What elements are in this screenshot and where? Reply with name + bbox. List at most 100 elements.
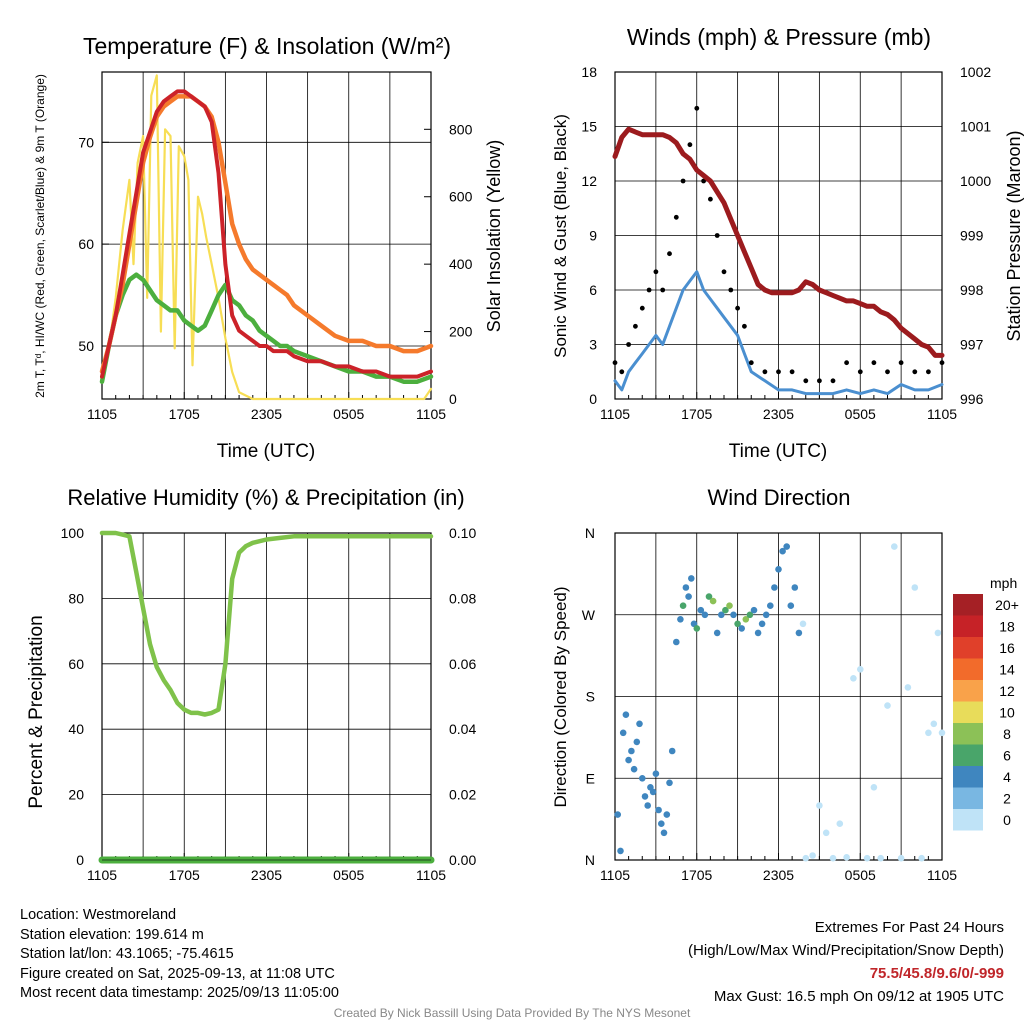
legend-swatch (953, 701, 983, 723)
y-right-tick-label: 0.04 (449, 721, 476, 737)
direction-point (614, 811, 621, 818)
y-right-tick-label: 1000 (960, 173, 991, 189)
legend-label: 12 (999, 683, 1015, 699)
winds-title: Winds (mph) & Pressure (mb) (627, 24, 931, 50)
direction-point (636, 720, 643, 728)
legend-label: 18 (999, 619, 1015, 635)
direction-point (628, 747, 635, 755)
gust-point (762, 369, 768, 375)
direction-point (750, 606, 758, 614)
legend-swatch (953, 615, 983, 637)
gust-point (742, 323, 747, 329)
direction-point (619, 729, 627, 737)
x-tick-label: 1105 (600, 867, 630, 883)
direction-tick-label: W (582, 607, 596, 623)
y-left-tick-label: 100 (61, 525, 85, 541)
direction-panel: 1105 1705 2305 0505 1105 Wind Direction N E S W N D… (551, 485, 957, 883)
y-left-tick-label: 80 (68, 590, 84, 606)
gust-point (830, 378, 836, 384)
y-left-tick-label: 0 (76, 852, 84, 868)
direction-point (644, 802, 651, 809)
direction-point (870, 784, 878, 791)
legend-title: mph (990, 575, 1017, 591)
x-tick-label: 0505 (333, 867, 364, 883)
y-right-tick-label: 400 (449, 256, 473, 272)
extremes-values: 75.5/45.8/9.6/0/-999 (869, 965, 1004, 982)
gust-point (871, 360, 877, 366)
gust-point (803, 378, 809, 384)
created-text: Figure created on Sat, 2025-09-13, at 11… (20, 965, 335, 982)
x-tick-label: 2305 (251, 867, 282, 883)
y-right-tick-label: 0.10 (449, 525, 476, 541)
gust-point (735, 305, 740, 311)
x-tick-label: 1705 (681, 867, 712, 883)
direction-title: Wind Direction (707, 485, 850, 510)
direction-point (679, 602, 687, 609)
direction-point (617, 847, 624, 855)
y-right-tick-label: 1001 (960, 119, 991, 135)
x-tick-label: 2305 (251, 406, 282, 422)
direction-point (857, 666, 864, 673)
y-left-tick-label: 9 (589, 228, 597, 244)
direction-point (918, 854, 925, 862)
sonic-wind-line (613, 270, 944, 396)
pressure-line (612, 126, 945, 358)
y-left-tick-label: 15 (581, 119, 597, 135)
x-tick-label: 1105 (416, 867, 446, 883)
y-right-tick-label: 996 (960, 391, 984, 407)
y-left-tick-label: 0 (589, 391, 597, 407)
dewpoint-line (99, 272, 434, 384)
legend-label: 10 (999, 705, 1015, 721)
rh-line (99, 530, 434, 717)
y-right-tick-label: 200 (449, 324, 473, 340)
direction-point (799, 620, 807, 628)
gust-point (701, 178, 706, 184)
y-right-tick-label: 1002 (960, 64, 991, 80)
elevation-text: Station elevation: 199.614 m (20, 926, 204, 943)
direction-point (688, 575, 695, 582)
gust-point (612, 360, 618, 366)
direction-tick-label: S (586, 689, 595, 705)
latlon-text: Station lat/lon: 43.1065; -75.4615 (20, 946, 234, 963)
gust-point (660, 287, 666, 293)
legend-label: 6 (1003, 748, 1011, 764)
direction-point (822, 829, 830, 837)
direction-point (843, 854, 850, 861)
y-right-tick-label: 0.02 (449, 787, 476, 803)
y-right-tick-label: 0.00 (449, 852, 476, 868)
legend-label: 2 (1003, 791, 1011, 807)
y-right-tick-label: 998 (960, 282, 984, 298)
y-right-tick-label: 0.08 (449, 590, 476, 606)
x-tick-label: 2305 (763, 867, 794, 883)
gust-point (673, 214, 679, 220)
direction-tick-label: N (585, 852, 595, 868)
gust-point (619, 369, 625, 375)
direction-point (758, 620, 766, 628)
x-tick-label: 1705 (681, 406, 712, 422)
direction-point (738, 625, 745, 632)
direction-point (705, 593, 713, 600)
station-info: Location: Westmoreland Station elevation… (20, 906, 339, 1004)
extremes-subtitle: (High/Low/Max Wind/Precipitation/Snow De… (688, 942, 1004, 959)
credit-text: Created By Nick Bassill Using Data Provi… (333, 1006, 691, 1020)
temperature-ylabel-right: Solar Insolation (Yellow) (484, 140, 504, 332)
direction-ylabel-left: Direction (Colored By Speed) (551, 586, 570, 807)
gust-point (667, 251, 672, 257)
extremes-title: Extremes For Past 24 Hours (814, 919, 1004, 936)
direction-point (911, 584, 919, 591)
direction-point (649, 788, 657, 796)
gust-point (680, 178, 686, 184)
x-tick-label: 1105 (87, 406, 117, 422)
humidity-panel: 1105 1705 2305 0505 1105 Relative Humidity (%… (26, 485, 476, 883)
direction-point (771, 584, 778, 591)
legend-label: 14 (999, 662, 1015, 678)
temperature-ylabel-left: 2m T, Tᵈ, HI/WC (Red, Green, Scarlet/Blu… (33, 74, 47, 398)
direction-point (701, 611, 709, 619)
direction-point (746, 611, 754, 619)
direction-point (639, 775, 646, 782)
x-tick-label: 0505 (845, 406, 876, 422)
y-right-tick-label: 0 (449, 391, 457, 407)
direction-point (891, 543, 898, 550)
direction-point (630, 765, 638, 773)
gust-point (626, 342, 631, 347)
